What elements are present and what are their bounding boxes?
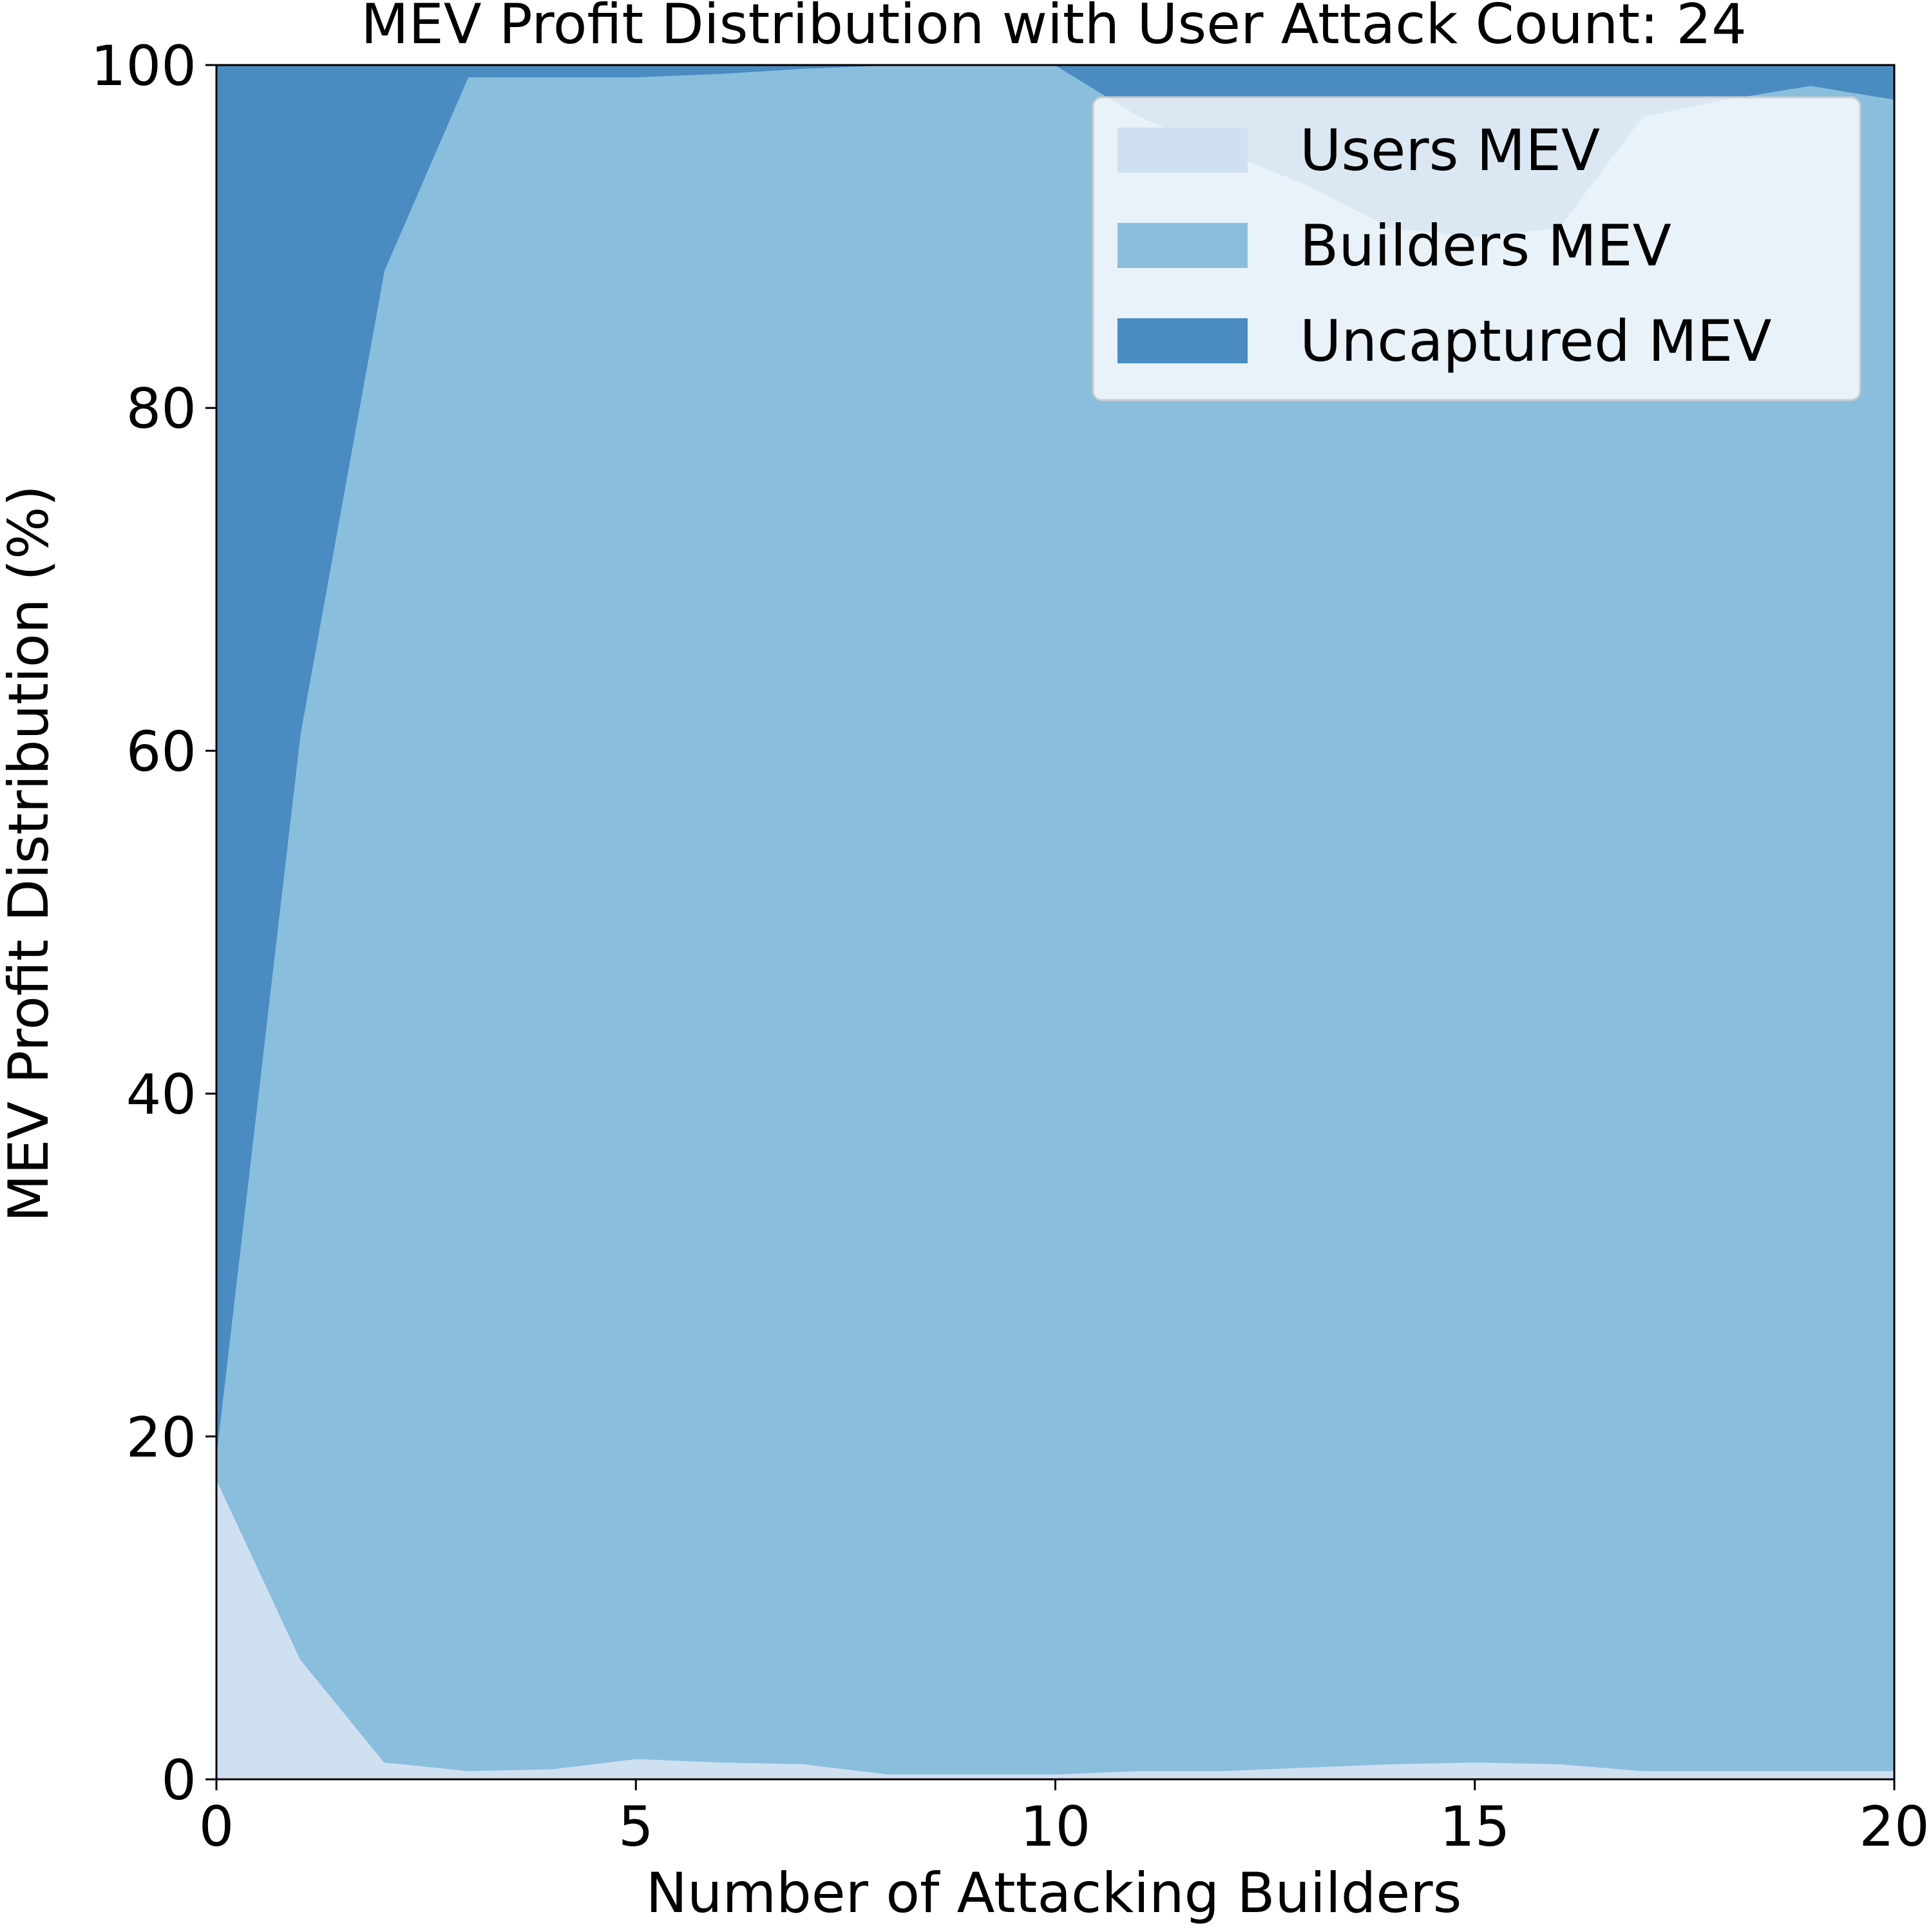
x-axis: 0 5 10 15 20 <box>199 1779 1930 1859</box>
x-axis-title: Number of Attacking Builders <box>646 1861 1462 1926</box>
y-tick-label: 0 <box>161 1748 196 1813</box>
x-tick-label: 0 <box>199 1795 234 1859</box>
legend-swatch <box>1118 128 1248 173</box>
legend-swatch <box>1118 318 1248 363</box>
y-axis: 0 20 40 60 80 100 <box>91 34 216 1813</box>
x-tick-label: 15 <box>1440 1795 1510 1859</box>
legend-swatch <box>1118 223 1248 268</box>
legend-frame <box>1092 96 1861 401</box>
legend-label: Uncaptured MEV <box>1300 308 1772 374</box>
x-tick-label: 10 <box>1020 1795 1090 1859</box>
x-tick-label: 5 <box>618 1795 654 1859</box>
chart-title: MEV Profit Distribution with User Attack… <box>361 0 1747 57</box>
y-tick-label: 60 <box>126 720 196 784</box>
y-tick-label: 80 <box>126 377 196 441</box>
y-axis-title: MEV Profit Distribution (%) <box>0 485 61 1222</box>
y-tick-label: 40 <box>126 1063 196 1127</box>
legend: Users MEV Builders MEV Uncaptured MEV <box>1092 96 1861 401</box>
y-tick-label: 100 <box>91 34 196 99</box>
y-tick-label: 20 <box>126 1406 196 1470</box>
x-tick-label: 20 <box>1859 1795 1929 1859</box>
legend-label: Users MEV <box>1300 117 1600 184</box>
plot-area <box>215 64 1896 1781</box>
legend-label: Builders MEV <box>1300 213 1671 279</box>
